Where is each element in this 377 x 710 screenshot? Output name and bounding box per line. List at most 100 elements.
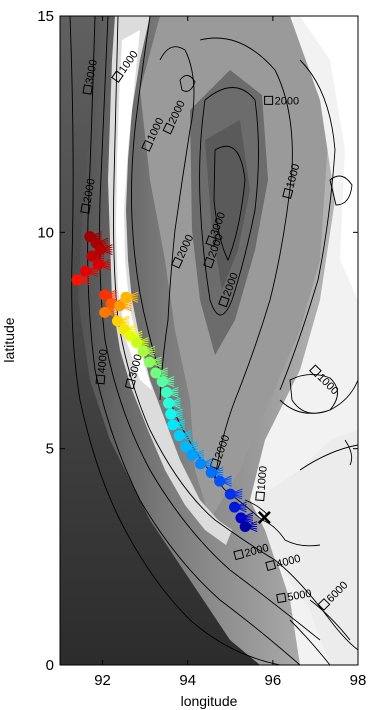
track-point xyxy=(186,449,205,461)
contour-label-square xyxy=(203,256,215,269)
track-dot xyxy=(224,488,236,500)
track-dot xyxy=(80,265,92,277)
contour-label-square xyxy=(276,592,287,604)
contour-label-square xyxy=(80,203,91,214)
y-tick-label: 5 xyxy=(46,441,54,458)
track-point xyxy=(94,244,113,256)
track-point xyxy=(156,376,175,388)
contour-label-square xyxy=(264,95,274,105)
contour-label-square xyxy=(282,187,294,199)
contour-label-square xyxy=(95,374,106,385)
contour-label-text: 1000 xyxy=(256,465,270,490)
track-point xyxy=(99,289,117,301)
track-dot xyxy=(143,356,155,368)
track-point xyxy=(150,367,168,379)
contour-label: 4000 xyxy=(95,349,110,385)
track-point xyxy=(92,259,111,271)
contour-label-square xyxy=(111,70,124,83)
contour-label-square xyxy=(317,598,331,611)
contour-label-square xyxy=(309,364,322,378)
track-dot xyxy=(235,512,247,524)
track-point xyxy=(165,408,183,420)
track-dot xyxy=(167,419,179,431)
contour-label-square xyxy=(218,295,230,308)
axis-ticks: 92 94 96 98 0 5 10 15 xyxy=(37,8,366,689)
axes-frame xyxy=(59,15,359,666)
track-dot xyxy=(99,289,111,301)
track-dot xyxy=(94,244,106,256)
track-point xyxy=(137,345,156,357)
map-background xyxy=(60,16,358,665)
track-dot xyxy=(86,250,98,262)
x-axis-label: longitude xyxy=(181,693,238,709)
track-point xyxy=(224,488,243,500)
contour-label-square xyxy=(82,84,93,95)
contour-label-square xyxy=(205,235,217,247)
track-point xyxy=(229,501,247,513)
contour-label: 2000 xyxy=(264,95,299,107)
contour-label-square xyxy=(265,559,277,571)
track-point xyxy=(173,430,192,442)
track-point xyxy=(120,291,139,303)
track-series xyxy=(71,231,258,533)
track-dot xyxy=(99,306,111,318)
x-tick-label: 96 xyxy=(265,672,282,689)
track-dot xyxy=(105,298,117,310)
contour-label-square xyxy=(209,458,222,470)
contour-label-square xyxy=(171,256,184,269)
y-tick-label: 15 xyxy=(37,8,54,25)
track-point xyxy=(235,512,254,524)
contour-label-text: 3000 xyxy=(84,59,100,85)
y-tick-label: 10 xyxy=(37,224,54,241)
track-point xyxy=(86,250,105,262)
track-point xyxy=(239,521,258,533)
y-axis-label: latitude xyxy=(1,317,17,362)
y-tick-label: 0 xyxy=(46,657,54,674)
track-point xyxy=(194,458,213,470)
track-dot xyxy=(186,449,198,461)
track-point xyxy=(80,265,98,277)
track-point xyxy=(99,306,117,318)
contour-label-text: 2000 xyxy=(82,178,98,204)
track-point xyxy=(167,419,186,431)
track-point xyxy=(163,397,181,409)
contour-label-square xyxy=(162,122,175,135)
track-dot xyxy=(194,458,206,470)
track-dot xyxy=(214,475,226,487)
track-dot xyxy=(156,376,168,388)
x-tick-label: 98 xyxy=(350,672,367,689)
x-tick-label: 94 xyxy=(179,672,196,689)
contour-label-square xyxy=(124,378,136,390)
track-point xyxy=(114,300,132,312)
contour-label-square xyxy=(233,549,245,561)
track-point xyxy=(180,441,198,453)
track-dot xyxy=(180,441,192,453)
track-point xyxy=(111,315,130,327)
track-point xyxy=(131,337,149,349)
track-dot xyxy=(160,386,172,398)
track-point xyxy=(71,274,90,286)
track-dot xyxy=(150,367,162,379)
track-dot xyxy=(137,345,149,357)
track-dot xyxy=(229,501,241,513)
track-point xyxy=(214,475,232,487)
track-dot xyxy=(163,397,175,409)
contour-label-text: 4000 xyxy=(96,349,110,374)
contour-label-square xyxy=(141,139,154,152)
track-point xyxy=(143,356,162,368)
contour-label-square xyxy=(255,491,265,502)
track-dot xyxy=(120,291,132,303)
contour-label: 5000 xyxy=(276,588,313,604)
track-dot xyxy=(239,521,251,533)
track-point xyxy=(160,386,179,398)
contour-label: 3000 xyxy=(82,59,100,95)
cross-marker: × xyxy=(255,505,273,530)
contour-label-text: 2000 xyxy=(275,95,299,107)
track-dot xyxy=(71,274,83,286)
track-dot xyxy=(205,466,217,478)
track-dot xyxy=(165,408,177,420)
contour-label: 1000 xyxy=(255,465,270,502)
contour-label-text: 5000 xyxy=(286,588,312,604)
track-dot xyxy=(114,300,126,312)
